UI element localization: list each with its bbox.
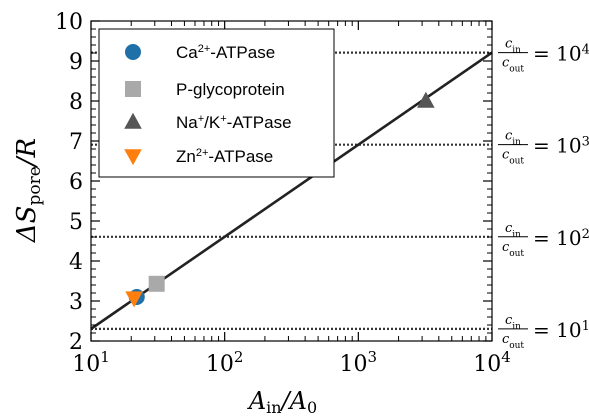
legend-entry: Ca2+-ATPase — [125, 43, 275, 62]
legend: Ca2+-ATPase P-glycoprotein Na+/K+-ATPase Zn… — [98, 28, 335, 178]
legend-label: Ca2+-ATPase — [176, 43, 275, 62]
x-axis-label: Ain/A0 — [247, 387, 317, 417]
ratio-numerator: cin — [505, 37, 521, 56]
data-point — [148, 275, 165, 292]
ratio-value: = 102 — [533, 226, 589, 250]
y-axis-label: ΔSpore/R — [12, 138, 45, 243]
ratio-denominator: cout — [502, 332, 524, 351]
legend-label: Na+/K+-ATPase — [176, 113, 292, 132]
ratio-value: = 101 — [533, 318, 589, 342]
y-axis: 2 3 4 5 6 7 8 9 10 — [55, 10, 492, 355]
x-tick-label: 103 — [340, 348, 378, 377]
x-axis: 101 102 103 104 — [72, 21, 511, 377]
ratio-numerator: cin — [505, 313, 521, 332]
y-tick-label: 9 — [69, 50, 83, 75]
marker-triangle-up — [417, 91, 435, 108]
y-tick-label: 4 — [69, 250, 83, 275]
legend-entry: P-glycoprotein — [125, 80, 285, 99]
marker-circle — [125, 44, 141, 60]
y-tick-label: 8 — [69, 90, 83, 115]
y-tick-label: 7 — [69, 130, 83, 155]
ratio-value: = 104 — [533, 42, 589, 66]
marker-triangle-down — [124, 149, 142, 166]
y-tick-label: 10 — [55, 10, 83, 35]
y-tick-label: 6 — [69, 170, 83, 195]
legend-entry: Na+/K+-ATPase — [124, 112, 292, 132]
marker-triangle-up — [124, 112, 142, 129]
marker-triangle-down — [125, 291, 143, 308]
ratio-denominator: cout — [502, 56, 524, 75]
ratio-numerator: cin — [505, 129, 521, 148]
y-tick-label: 5 — [69, 210, 83, 235]
legend-label: Zn2+-ATPase — [176, 147, 273, 166]
legend-label: P-glycoprotein — [176, 80, 285, 99]
ratio-value: = 103 — [533, 134, 589, 158]
y-tick-label: 2 — [69, 330, 83, 355]
legend-entry: Zn2+-ATPase — [124, 147, 273, 166]
ratio-numerator: cin — [505, 221, 521, 240]
y-tick-label: 3 — [69, 290, 83, 315]
x-tick-label: 102 — [206, 348, 244, 377]
ratio-denominator: cout — [502, 148, 524, 167]
x-tick-label: 104 — [473, 348, 511, 377]
marker-square — [148, 275, 165, 292]
data-points — [125, 91, 435, 308]
x-tick-label: 101 — [72, 348, 110, 377]
data-point — [125, 291, 143, 308]
marker-square — [125, 81, 141, 97]
data-point — [417, 91, 435, 108]
ratio-denominator: cout — [502, 240, 524, 259]
